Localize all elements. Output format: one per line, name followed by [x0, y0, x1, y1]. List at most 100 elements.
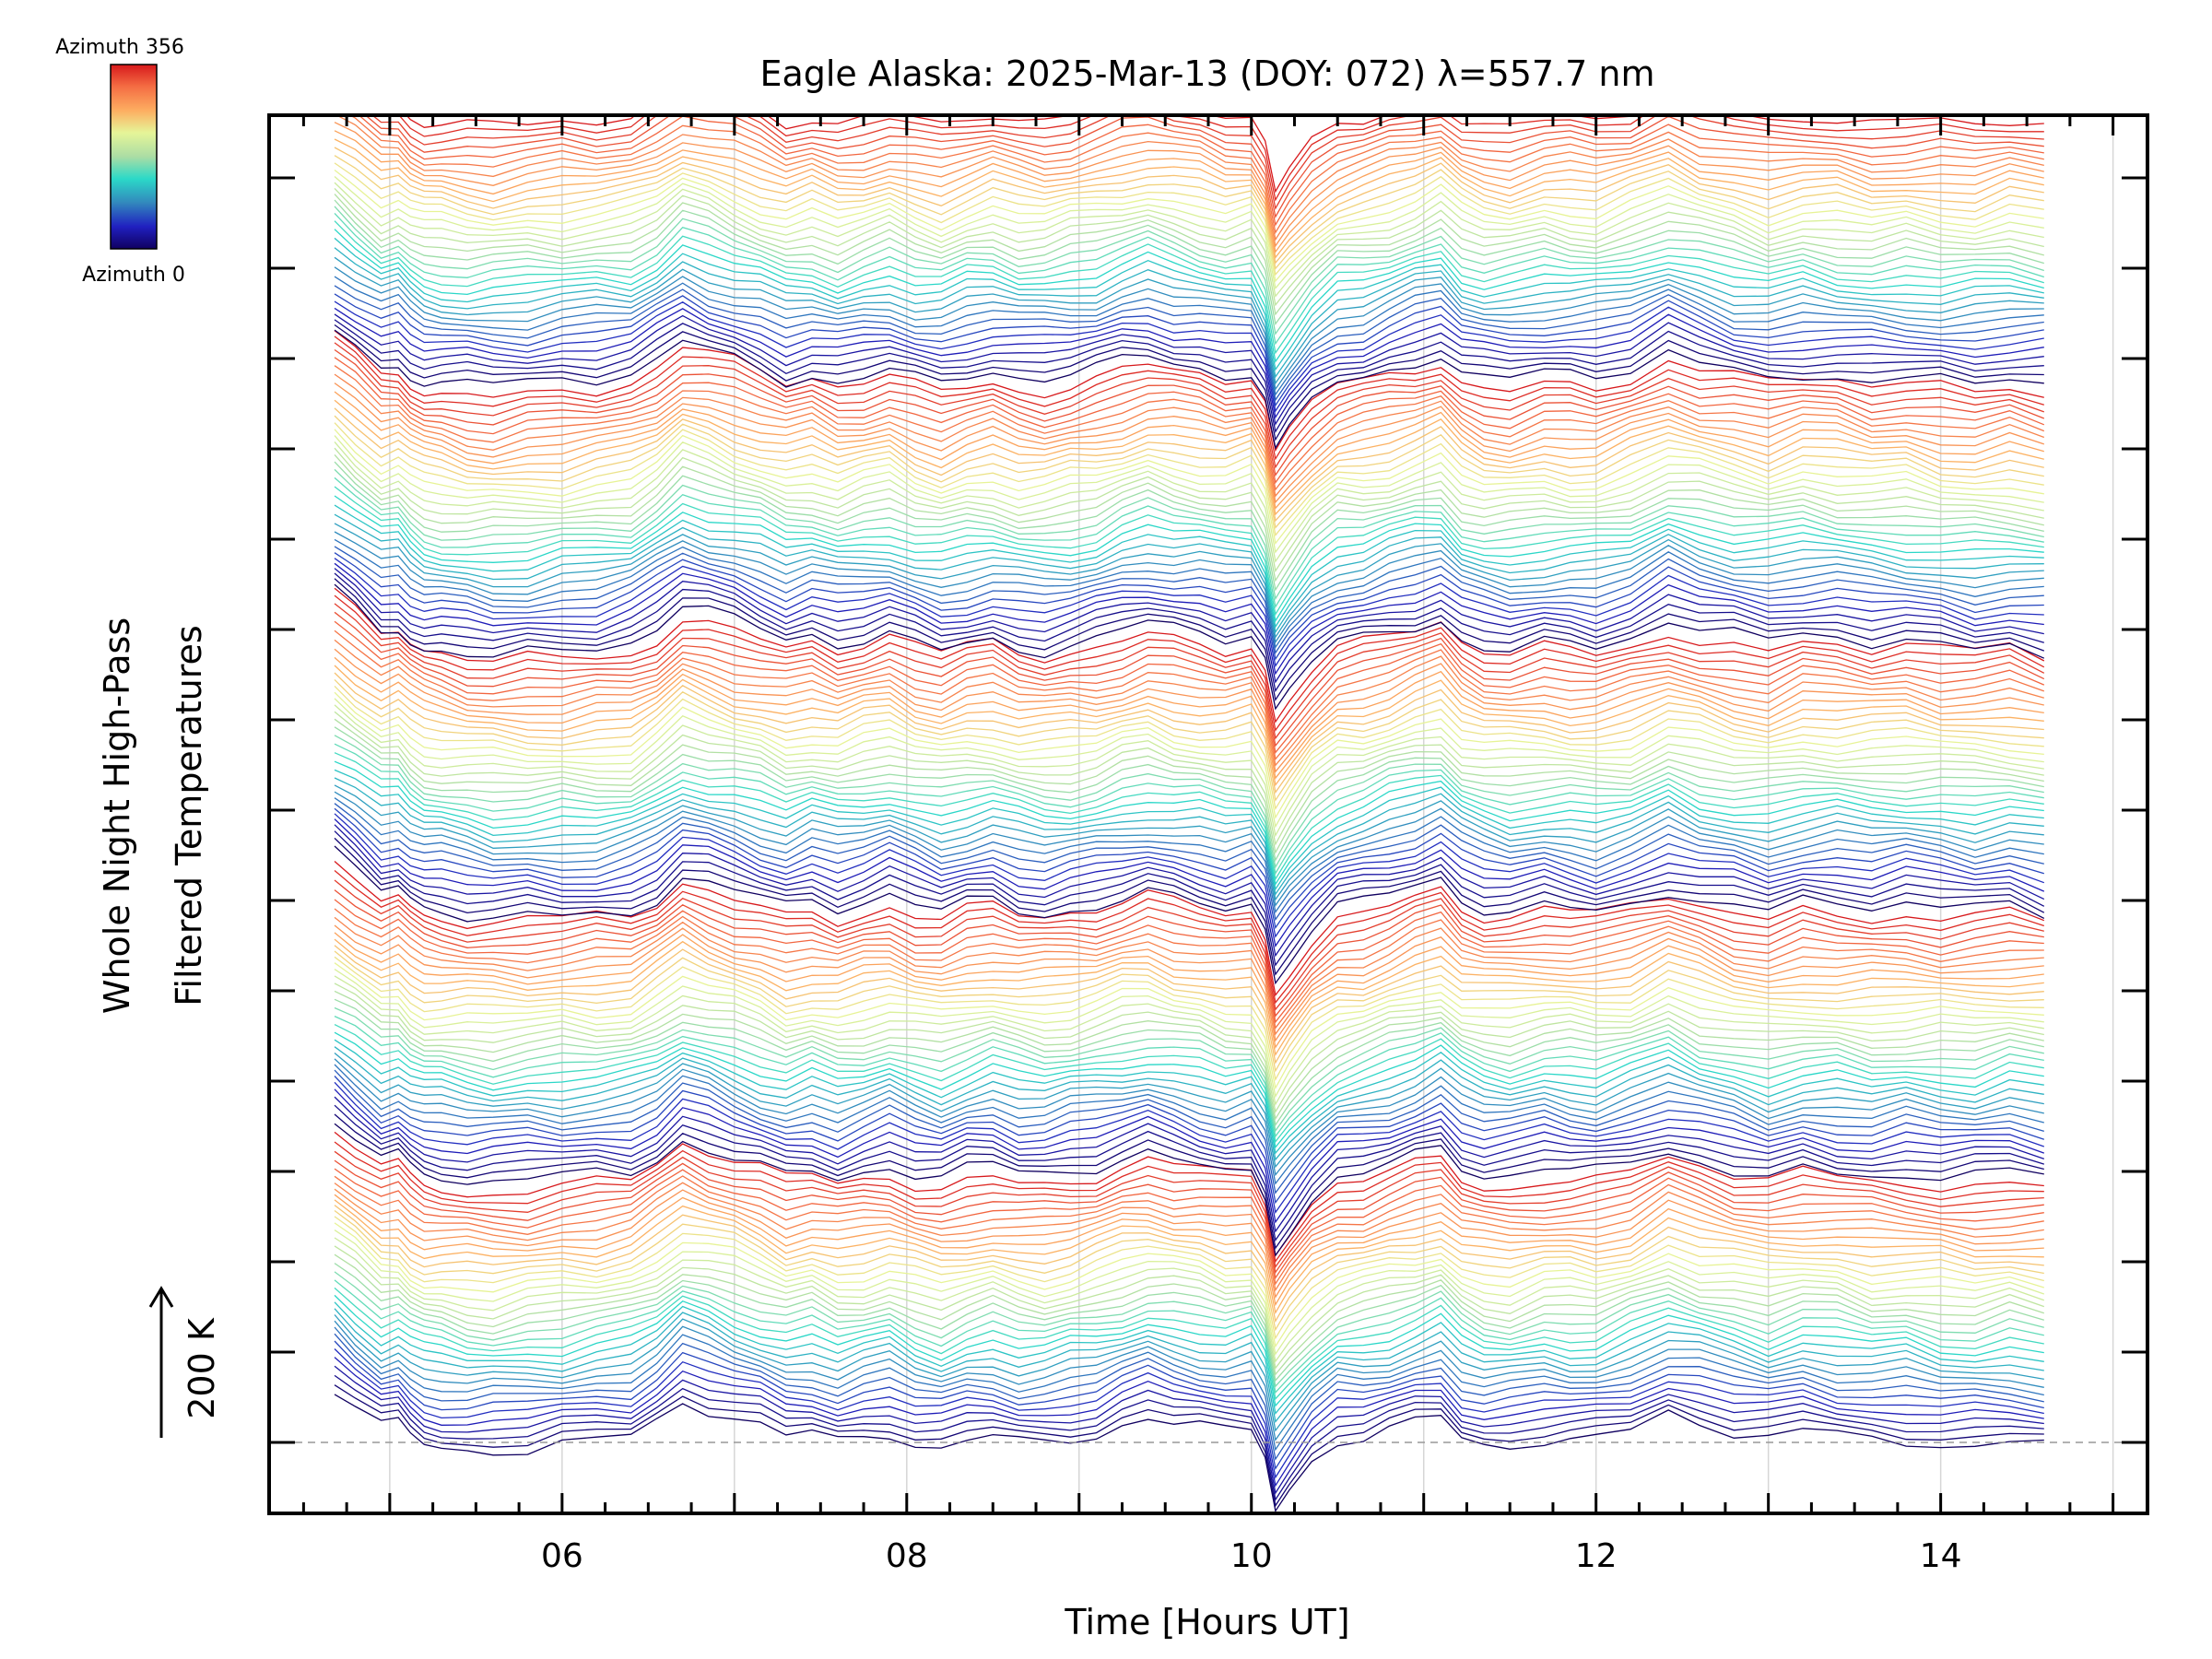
series-line [334, 1150, 2044, 1269]
series-line [334, 194, 2044, 316]
series-line [334, 477, 2044, 609]
series-line [334, 373, 2045, 498]
series-line [334, 447, 2044, 573]
series-line [334, 938, 2044, 1057]
series-line [334, 307, 2044, 419]
series-line [334, 1326, 2044, 1452]
series-line [334, 357, 2045, 485]
series-line [334, 206, 2044, 335]
series-line [334, 1104, 2044, 1242]
x-axis: 06 08 10 12 14 [301, 115, 2115, 1575]
series-line [364, 115, 2044, 219]
series-line [334, 1175, 2044, 1286]
series-line [334, 1168, 2044, 1280]
series-line [334, 656, 2044, 780]
series-line [334, 138, 2044, 259]
series-line [334, 824, 2045, 958]
y-axis [269, 176, 2147, 1444]
series-line [334, 130, 2044, 253]
series-line [334, 861, 2045, 997]
series-line [334, 495, 2044, 623]
series-line [334, 1222, 2044, 1348]
series-line [334, 313, 2044, 426]
series-line [334, 1287, 2044, 1401]
series-line [334, 998, 2044, 1127]
series-line [334, 990, 2044, 1121]
series-line [334, 300, 2044, 413]
series-line [334, 704, 2044, 838]
series-line [334, 685, 2044, 811]
chart-title: Eagle Alaska: 2025-Mar-13 (DOY: 072) λ=5… [759, 53, 1654, 94]
series-line [334, 147, 2044, 265]
series-line [334, 818, 2045, 947]
series-line [334, 777, 2044, 896]
series-line [334, 1308, 2044, 1424]
series-line [334, 769, 2044, 891]
series-line [334, 1024, 2044, 1144]
series-line [334, 199, 2044, 325]
series-line [334, 1039, 2044, 1155]
series-line [334, 975, 2044, 1106]
series-line [334, 182, 2044, 298]
series-line [334, 803, 2044, 922]
series-line [334, 603, 2045, 740]
series-line [334, 1394, 2044, 1512]
series-line [334, 924, 2044, 1042]
series-line [334, 187, 2044, 307]
series-line [371, 115, 2044, 210]
series-line [334, 587, 2045, 724]
scale-indicator: 200 K [148, 1286, 222, 1438]
series-line [334, 1058, 2044, 1177]
grid [389, 115, 2114, 1513]
series-line [334, 1046, 2044, 1161]
series-line [334, 319, 2044, 433]
series-line [334, 1365, 2044, 1495]
series-line [334, 1113, 2044, 1250]
series-line [334, 1374, 2044, 1501]
series-line [334, 1216, 2044, 1340]
series-line [334, 155, 2044, 270]
series-line [334, 1076, 2045, 1205]
series-line [334, 461, 2044, 592]
series-line [334, 982, 2044, 1113]
series-line [348, 115, 2044, 234]
series-line [334, 1006, 2044, 1133]
series-line [334, 830, 2045, 967]
series-line [334, 879, 2044, 1011]
series-line [334, 889, 2044, 1018]
series-line [334, 797, 2044, 914]
series-line [334, 945, 2044, 1065]
series-line [334, 743, 2044, 876]
series-line [334, 629, 2045, 760]
series-line [334, 348, 2045, 477]
series-line [334, 391, 2044, 510]
series-line [334, 1182, 2044, 1292]
series-line [334, 1131, 2044, 1257]
series-line [334, 407, 2044, 523]
series-line [334, 1069, 2044, 1194]
scale-arrow-head [148, 1286, 174, 1308]
series-line [334, 293, 2044, 407]
series-line [334, 247, 2044, 379]
series-line [334, 932, 2044, 1049]
series-line [334, 969, 2044, 1099]
series-line [334, 568, 2044, 684]
series-line [334, 784, 2044, 901]
series-line [334, 441, 2044, 563]
series-line [334, 578, 2045, 701]
series-line [334, 899, 2044, 1024]
series-line [334, 726, 2044, 863]
series-line [334, 1340, 2044, 1471]
series-line [334, 572, 2044, 693]
series-line [334, 1357, 2044, 1488]
series-group [334, 115, 2045, 1512]
series-line [334, 266, 2044, 391]
series-line [334, 324, 2044, 441]
series-line [334, 583, 2045, 711]
series-line [334, 752, 2044, 881]
series-line [334, 1031, 2044, 1149]
series-line [334, 1188, 2044, 1300]
series-line [334, 220, 2044, 355]
series-line [334, 760, 2044, 886]
